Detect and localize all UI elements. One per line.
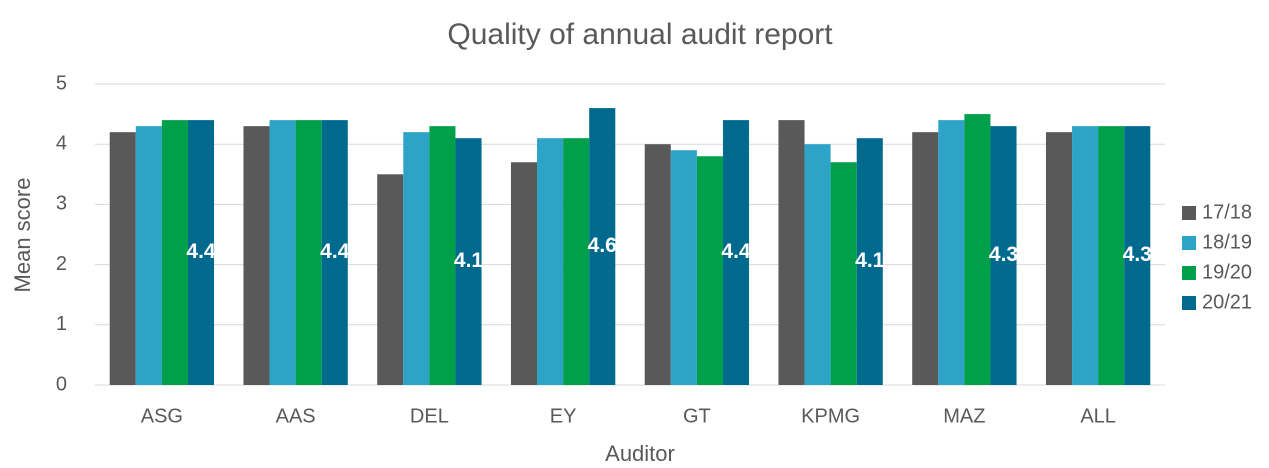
x-tick-label: EY [550, 405, 577, 427]
chart-title: Quality of annual audit report [447, 18, 833, 51]
bar [990, 126, 1017, 385]
bar [161, 120, 188, 386]
legend-swatch [1182, 206, 1196, 220]
bar [938, 120, 965, 386]
data-label: 4.3 [1123, 243, 1152, 266]
x-tick-label: ASG [141, 405, 183, 427]
legend-label: 18/19 [1202, 231, 1252, 253]
bar [187, 120, 215, 386]
legend-label: 20/21 [1202, 291, 1252, 313]
y-tick-label: 2 [56, 253, 67, 275]
bar [696, 156, 723, 385]
y-tick-label: 0 [56, 373, 67, 395]
legend-swatch [1182, 236, 1196, 250]
data-label: 4.6 [588, 234, 617, 257]
legend-label: 19/20 [1202, 261, 1252, 283]
x-tick-label: KPMG [801, 405, 860, 427]
bar [670, 150, 697, 385]
bar [804, 144, 831, 385]
y-tick-label: 1 [56, 313, 67, 335]
bar [403, 132, 430, 385]
legend-swatch [1182, 266, 1196, 280]
bar [778, 120, 805, 386]
bar [510, 162, 538, 385]
data-label: 4.1 [855, 249, 885, 272]
bar [830, 162, 857, 385]
bar [1098, 126, 1125, 385]
data-label: 4.3 [989, 243, 1018, 266]
bar [563, 138, 590, 385]
bar [1124, 126, 1151, 385]
y-tick-label: 5 [56, 72, 67, 94]
y-tick-label: 4 [56, 132, 67, 154]
x-tick-label: AAS [276, 405, 316, 427]
bar [109, 132, 136, 385]
data-label: 4.4 [320, 240, 350, 263]
bar [1045, 132, 1073, 385]
bar [295, 120, 322, 386]
x-tick-label: DEL [410, 405, 449, 427]
bar [964, 114, 991, 385]
bar [1072, 126, 1099, 385]
bar [243, 126, 270, 385]
legend-swatch [1182, 296, 1196, 310]
data-label: 4.4 [721, 240, 751, 263]
legend-label: 17/18 [1202, 201, 1252, 223]
x-tick-label: MAZ [943, 405, 985, 427]
bar [589, 108, 616, 385]
x-tick-label: GT [683, 405, 711, 427]
bar [912, 132, 939, 385]
y-axis-title: Mean score [10, 178, 35, 293]
x-tick-label: ALL [1080, 405, 1116, 427]
bar [429, 126, 456, 385]
x-axis-title: Auditor [605, 441, 675, 466]
bar [537, 138, 564, 385]
bar [321, 120, 348, 386]
bar [269, 120, 296, 386]
bar [135, 126, 162, 385]
bar [856, 138, 883, 385]
y-tick-label: 3 [56, 193, 67, 215]
bar [644, 144, 671, 385]
data-label: 4.1 [454, 249, 484, 272]
data-label: 4.4 [186, 240, 216, 263]
bar [455, 138, 482, 385]
bar [377, 174, 404, 385]
bar [722, 120, 750, 386]
